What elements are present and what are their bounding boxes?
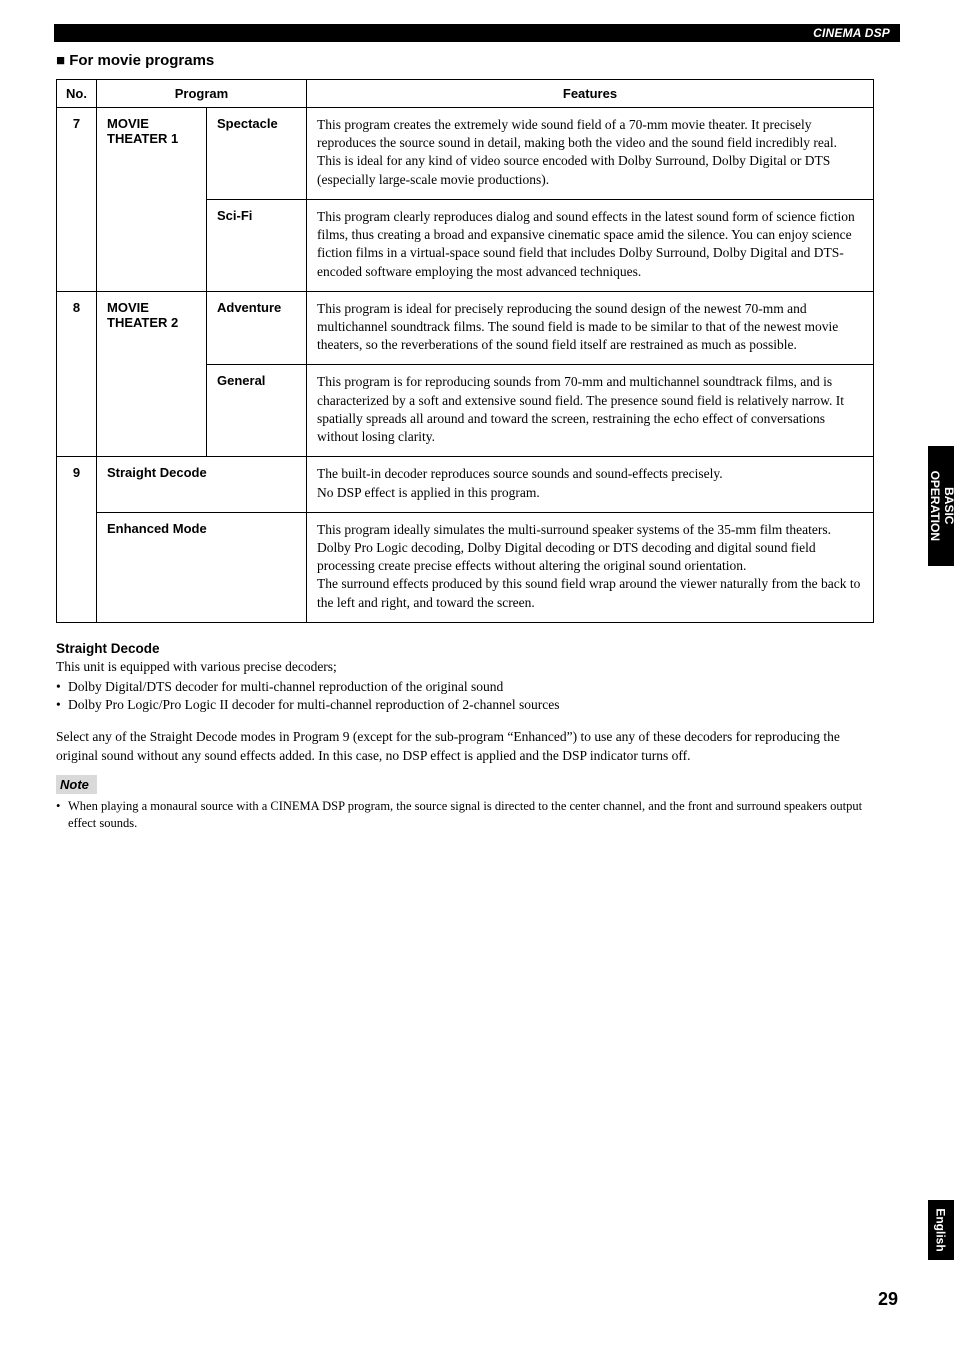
program-sub: Sci-Fi (207, 199, 307, 291)
side-tab-language: English (928, 1200, 954, 1260)
table-row: 8 MOVIE THEATER 2 Adventure This program… (57, 291, 874, 365)
table-row: Enhanced Mode This program ideally simul… (57, 512, 874, 622)
side-tab-text: BASIC OPERATION (927, 471, 954, 541)
table-row: 9 Straight Decode The built-in decoder r… (57, 457, 874, 512)
list-item: Dolby Digital/DTS decoder for multi-chan… (56, 678, 874, 696)
straight-decode-bullets: Dolby Digital/DTS decoder for multi-chan… (56, 678, 874, 714)
program-sub: Adventure (207, 291, 307, 365)
header-title: CINEMA DSP (813, 26, 890, 40)
program-group: MOVIE THEATER 1 (97, 108, 207, 292)
program-group: MOVIE THEATER 2 (97, 291, 207, 457)
straight-decode-intro: This unit is equipped with various preci… (56, 658, 874, 676)
no-cell: 7 (57, 108, 97, 292)
straight-decode-heading: Straight Decode (56, 641, 874, 656)
main-content: ■ For movie programs No. Program Feature… (56, 52, 874, 832)
table-header-row: No. Program Features (57, 80, 874, 108)
table-row: 7 MOVIE THEATER 1 Spectacle This program… (57, 108, 874, 200)
col-features: Features (307, 80, 874, 108)
no-cell: 9 (57, 457, 97, 623)
feature-cell: This program is for reproducing sounds f… (307, 365, 874, 457)
side-tab-line1: BASIC (942, 487, 954, 524)
feature-cell: This program clearly reproduces dialog a… (307, 199, 874, 291)
programs-table: No. Program Features 7 MOVIE THEATER 1 S… (56, 79, 874, 623)
header-bar: CINEMA DSP (54, 24, 900, 42)
section-heading: ■ For movie programs (56, 52, 874, 69)
program-sub: General (207, 365, 307, 457)
side-tab-line2: OPERATION (928, 471, 942, 541)
no-cell: 8 (57, 291, 97, 457)
feature-cell: The built-in decoder reproduces source s… (307, 457, 874, 512)
program-wide: Enhanced Mode (97, 512, 307, 622)
col-program: Program (97, 80, 307, 108)
side-tab-lang-text: English (934, 1208, 948, 1251)
feature-cell: This program creates the extremely wide … (307, 108, 874, 200)
list-item: Dolby Pro Logic/Pro Logic II decoder for… (56, 696, 874, 714)
program-sub: Spectacle (207, 108, 307, 200)
col-no: No. (57, 80, 97, 108)
side-tab-section: BASIC OPERATION (928, 446, 954, 566)
note-label: Note (56, 775, 97, 794)
note-bullets: When playing a monaural source with a CI… (56, 798, 874, 832)
list-item: When playing a monaural source with a CI… (56, 798, 874, 832)
feature-cell: This program is ideal for precisely repr… (307, 291, 874, 365)
straight-decode-para: Select any of the Straight Decode modes … (56, 728, 874, 764)
page-number: 29 (878, 1289, 898, 1310)
program-wide: Straight Decode (97, 457, 307, 512)
feature-cell: This program ideally simulates the multi… (307, 512, 874, 622)
